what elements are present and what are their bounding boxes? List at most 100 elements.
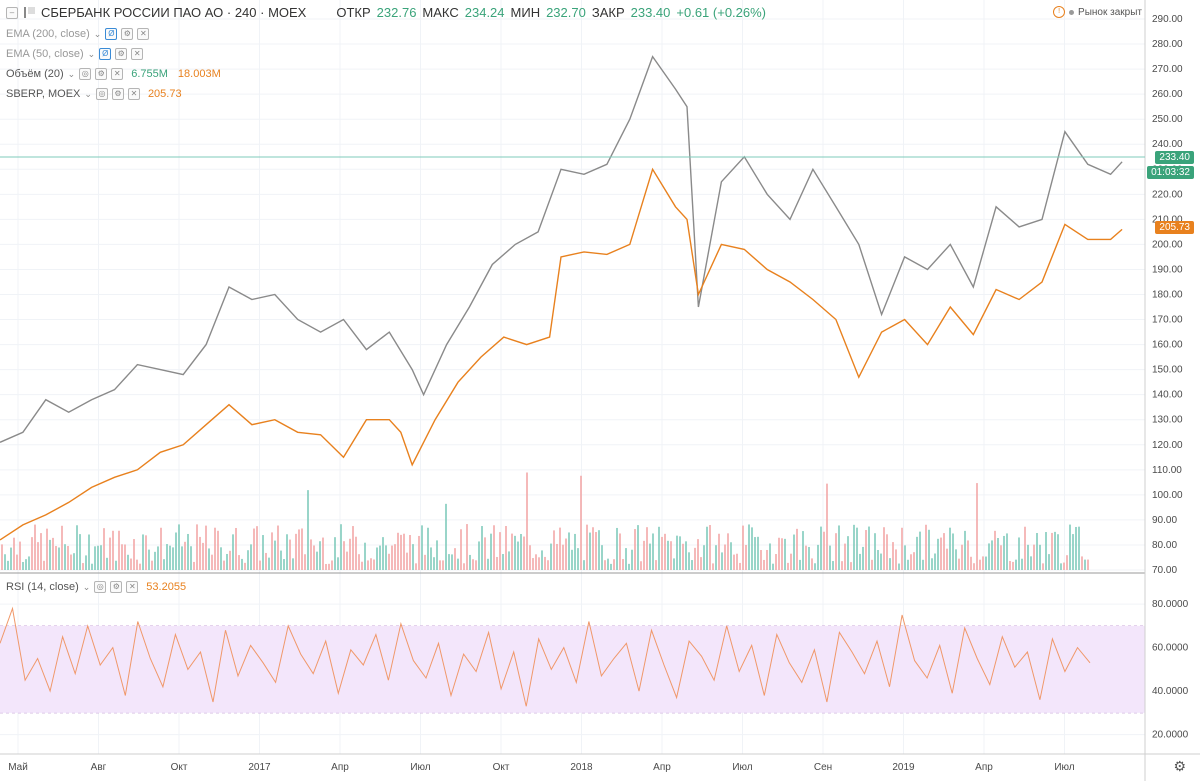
low-value: 232.70 <box>546 5 586 20</box>
volume-bar <box>253 528 255 570</box>
volume-bar <box>616 527 618 570</box>
close-label: ЗАКР <box>591 5 625 20</box>
volume-bar <box>967 540 969 570</box>
volume-bar <box>592 527 594 570</box>
volume-bar <box>247 550 249 570</box>
gear-icon[interactable]: ⚙ <box>115 48 128 60</box>
volume-bar <box>112 530 114 570</box>
volume-bar <box>697 539 699 570</box>
volume-bar <box>166 544 168 570</box>
close-icon[interactable]: ✕ <box>127 88 140 100</box>
volume-bar <box>481 526 483 570</box>
volume-bar <box>760 550 762 570</box>
gear-icon[interactable]: ⚙ <box>110 581 123 593</box>
chevron-down-icon[interactable]: ⌄ <box>87 48 96 59</box>
volume-bar <box>265 552 267 570</box>
close-icon[interactable]: ✕ <box>137 28 150 40</box>
volume-bar <box>1084 559 1086 570</box>
volume-bar <box>448 554 450 570</box>
hide-icon[interactable]: Ø <box>99 48 112 60</box>
volume-bar <box>277 525 279 570</box>
volume-bar <box>943 533 945 570</box>
flag-icon <box>24 7 35 18</box>
hide-icon[interactable]: Ø <box>105 28 118 40</box>
legend-ema200[interactable]: EMA (200, close) ⌄ Ø ⚙ ✕ <box>6 28 150 40</box>
open-label: ОТКР <box>336 5 371 20</box>
volume-bar <box>172 547 174 570</box>
volume-bar <box>595 532 597 570</box>
volume-bar <box>523 536 525 570</box>
x-tick-label: Июл <box>732 762 752 773</box>
volume-bar <box>214 527 216 570</box>
volume-bar <box>196 524 198 570</box>
volume-bar <box>394 544 396 570</box>
close-value: 233.40 <box>630 5 671 20</box>
volume-bar <box>1006 533 1008 570</box>
volume-bar <box>466 524 468 570</box>
market-status[interactable]: ! Рынок закрыт <box>1053 6 1142 18</box>
volume-bar <box>571 549 573 570</box>
legend-ema50[interactable]: EMA (50, close) ⌄ Ø ⚙ ✕ <box>6 48 144 60</box>
y-tick-label: 200.00 <box>1152 239 1183 250</box>
volume-bar <box>994 530 996 570</box>
volume-bar <box>673 558 675 570</box>
chevron-down-icon[interactable]: ⌄ <box>93 28 102 39</box>
legend-ema50-label: EMA (50, close) <box>6 48 84 60</box>
legend-compare-label: SBERP, MOEX <box>6 88 81 100</box>
gear-icon[interactable]: ⚙ <box>95 68 108 80</box>
volume-bar <box>790 553 792 570</box>
eye-icon[interactable]: ◎ <box>95 88 108 100</box>
volume-bar <box>1054 531 1056 570</box>
last-price-tag: 233.40 <box>1155 151 1194 164</box>
legend-volume[interactable]: Объём (20) ⌄ ◎ ⚙ ✕ 6.755M 18.003M <box>6 68 221 80</box>
close-icon[interactable]: ✕ <box>111 68 124 80</box>
close-icon[interactable]: ✕ <box>126 581 139 593</box>
volume-bar <box>100 545 102 570</box>
volume-bar <box>478 541 480 570</box>
volume-bar <box>1060 563 1062 570</box>
legend-compare[interactable]: SBERP, MOEX ⌄ ◎ ⚙ ✕ 205.73 <box>6 88 182 100</box>
settings-gear-icon[interactable]: ⚙ <box>1173 758 1186 774</box>
volume-bar <box>160 527 162 570</box>
chevron-down-icon[interactable]: ⌄ <box>82 581 91 592</box>
x-tick-label: Май <box>8 762 28 773</box>
volume-bar <box>223 560 225 570</box>
volume-bar <box>1069 524 1071 570</box>
gear-icon[interactable]: ⚙ <box>111 88 124 100</box>
rsi-tick-label: 40.0000 <box>1152 686 1189 697</box>
volume-bar <box>1048 554 1050 570</box>
volume-bar <box>133 539 135 570</box>
volume-bar <box>400 534 402 570</box>
eye-icon[interactable]: ◎ <box>79 68 92 80</box>
y-tick-label: 100.00 <box>1152 490 1183 501</box>
gear-icon[interactable]: ⚙ <box>121 28 134 40</box>
chevron-down-icon[interactable]: ⌄ <box>67 68 76 79</box>
eye-icon[interactable]: ◎ <box>94 581 107 593</box>
volume-bar <box>502 554 504 570</box>
volume-bar <box>748 524 750 570</box>
volume-bar <box>625 548 627 570</box>
volume-bar <box>382 537 384 570</box>
close-icon[interactable]: ✕ <box>131 48 144 60</box>
volume-bar <box>1003 535 1005 570</box>
volume-bar <box>721 552 723 570</box>
symbol-label[interactable]: СБЕРБАНК РОССИИ ПАО АО · 240 · MOEX <box>41 5 307 20</box>
volume-bar <box>82 563 84 570</box>
volume-bar <box>64 544 66 570</box>
chevron-down-icon[interactable]: ⌄ <box>84 88 92 99</box>
volume-bar <box>745 544 747 570</box>
volume-bar <box>163 559 165 570</box>
y-tick-label: 90.00 <box>1152 515 1177 526</box>
volume-bar <box>241 558 243 570</box>
volume-bar <box>391 545 393 570</box>
volume-bar <box>505 526 507 570</box>
volume-bar <box>364 542 366 570</box>
volume-bar <box>922 559 924 570</box>
volume-bar <box>205 525 207 570</box>
legend-rsi[interactable]: RSI (14, close) ⌄ ◎ ⚙ ✕ 53.2055 <box>6 581 186 593</box>
volume-bar <box>646 527 648 570</box>
volume-bar <box>118 530 120 570</box>
collapse-icon[interactable]: – <box>6 6 18 19</box>
volume-bar <box>742 525 744 570</box>
